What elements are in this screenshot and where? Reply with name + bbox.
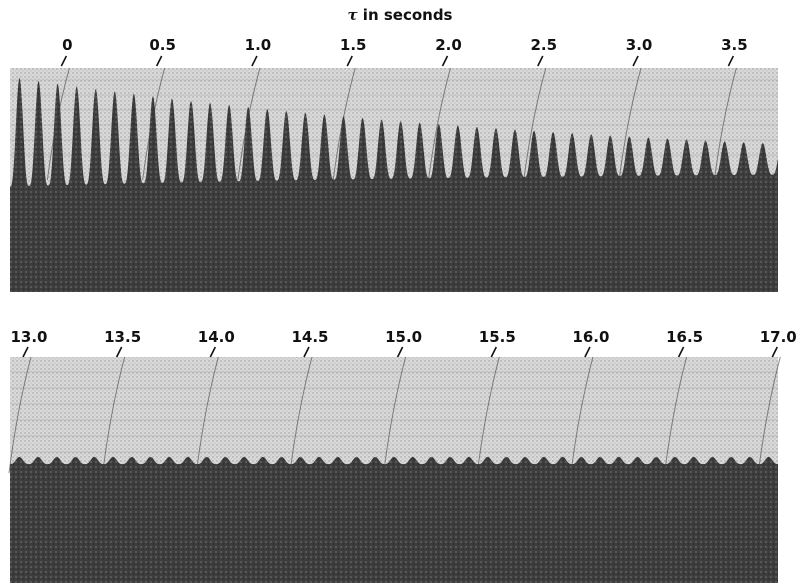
tick-mark [537, 55, 544, 67]
tick-label: 2.5 [530, 36, 557, 54]
time-mark-arc [8, 356, 32, 474]
lower-strip-grid [10, 371, 778, 453]
time-mark-arc [570, 356, 594, 474]
tick-mark [632, 55, 639, 67]
tick-label: 3.5 [721, 36, 748, 54]
tick-label: 14.0 [198, 328, 235, 346]
tick-label: 17.0 [760, 328, 797, 346]
tick-mark [396, 346, 404, 358]
tick-mark [155, 55, 163, 67]
tick-mark [22, 346, 29, 358]
tick-label: 15.5 [479, 328, 516, 346]
tick-mark [251, 55, 258, 67]
tick-mark [303, 346, 310, 358]
tick-label: 15.0 [385, 328, 422, 346]
lower-strip-ticks: 13.0 13.5 14.0 14.5 15.0 15.5 16.0 16.5 17.0 [10, 328, 797, 358]
tick-label: 0.5 [149, 36, 176, 54]
tick-label: 14.5 [291, 328, 328, 346]
time-mark-arc [428, 67, 451, 181]
tick-mark [115, 346, 123, 358]
tick-mark [441, 55, 449, 67]
tau-symbol: τ [347, 6, 358, 24]
tick-mark [209, 346, 217, 358]
tick-mark [490, 346, 497, 358]
tick-mark [60, 55, 68, 67]
time-mark-arc [195, 356, 219, 474]
time-mark-arc [383, 356, 407, 474]
tick-mark [584, 346, 591, 358]
time-mark-arc [523, 67, 547, 181]
tick-mark [771, 346, 778, 358]
lower-strip-trace [10, 456, 778, 583]
x-axis-title-text: in seconds [357, 6, 453, 24]
lower-strip-time-arcs [8, 356, 781, 474]
upper-strip-ticks: 0 0.5 1.0 1.5 2.0 2.5 3.0 3.5 [60, 36, 748, 67]
time-mark-arc [713, 67, 737, 181]
tick-mark [727, 55, 735, 67]
tick-label: 16.0 [572, 328, 609, 346]
time-mark-arc [102, 356, 126, 474]
tick-label: 2.0 [435, 36, 462, 54]
tick-mark [677, 346, 685, 358]
tick-label: 13.5 [104, 328, 141, 346]
tick-label: 13.0 [10, 328, 47, 346]
x-axis-title: τ in seconds [0, 6, 800, 24]
time-mark-arc [664, 356, 688, 474]
tick-label: 3.0 [626, 36, 653, 54]
tick-label: 0 [62, 36, 72, 54]
time-mark-arc [757, 356, 781, 474]
tick-label: 16.5 [666, 328, 703, 346]
tick-label: 1.0 [245, 36, 272, 54]
upper-strip: 0 0.5 1.0 1.5 2.0 2.5 3.0 3.5 [10, 36, 778, 293]
time-mark-arc [618, 67, 642, 181]
lower-strip: 13.0 13.5 14.0 14.5 15.0 15.5 16.0 16.5 17.0 [8, 328, 797, 583]
time-mark-arc [289, 356, 313, 474]
tick-mark [346, 55, 353, 67]
time-mark-arc [476, 356, 500, 474]
tick-label: 1.5 [340, 36, 367, 54]
upper-strip-trace [10, 78, 778, 293]
